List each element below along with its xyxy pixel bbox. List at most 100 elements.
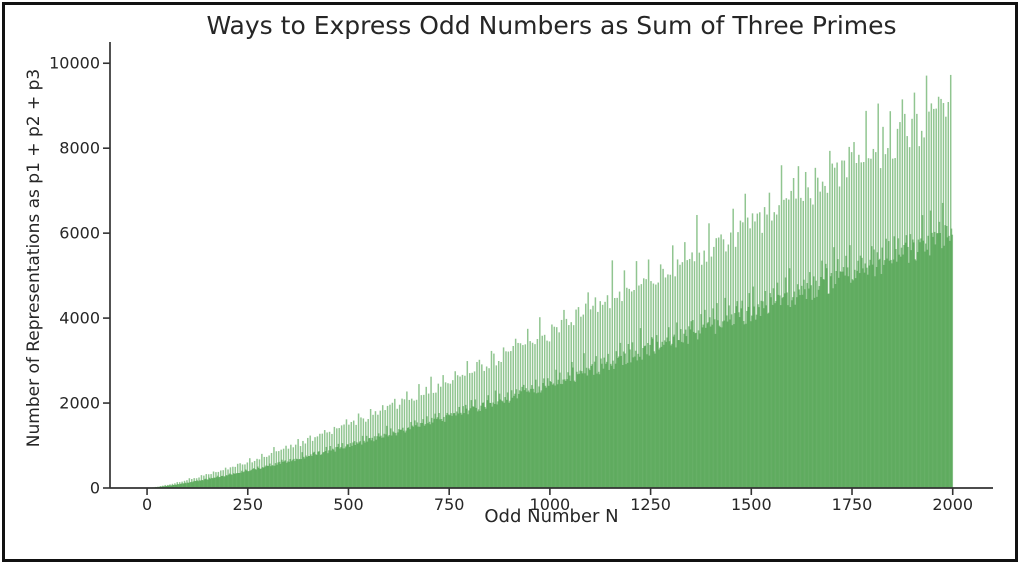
bar <box>759 212 761 488</box>
bar <box>909 234 912 488</box>
bar <box>804 289 806 488</box>
bar <box>697 330 700 488</box>
bar <box>563 309 565 488</box>
bar <box>636 360 639 488</box>
bar <box>376 436 378 488</box>
bar <box>944 225 946 488</box>
bar <box>712 308 714 488</box>
bar <box>613 368 615 488</box>
bar <box>363 440 365 488</box>
bar <box>903 245 905 488</box>
bar <box>895 261 898 488</box>
bar <box>429 424 431 488</box>
bar <box>389 404 391 488</box>
bar <box>303 458 306 488</box>
bar <box>786 292 788 488</box>
bar <box>247 471 249 488</box>
bar <box>570 322 572 488</box>
bar <box>323 451 325 488</box>
bar <box>819 191 821 488</box>
bar <box>912 242 915 488</box>
bar <box>470 400 473 488</box>
bar <box>255 469 257 488</box>
bar <box>760 300 763 488</box>
bar <box>366 441 369 488</box>
bar <box>756 213 759 488</box>
bar <box>660 346 663 488</box>
bar <box>839 271 842 488</box>
bar <box>949 74 952 489</box>
bar <box>430 376 432 488</box>
bar <box>605 361 608 488</box>
bar <box>571 361 573 488</box>
bar <box>238 473 241 488</box>
bar <box>248 471 250 488</box>
bar <box>197 481 199 488</box>
bar <box>166 485 168 488</box>
bar <box>833 247 835 488</box>
bar <box>884 154 887 488</box>
bar <box>892 259 895 488</box>
bar <box>265 456 268 488</box>
bar <box>298 459 300 488</box>
bar <box>928 111 930 489</box>
bar <box>843 160 846 488</box>
bar <box>462 406 465 488</box>
bar <box>883 264 885 488</box>
bar <box>504 397 506 488</box>
bar <box>714 333 717 488</box>
bar <box>797 166 800 489</box>
bar <box>324 451 327 488</box>
bar <box>277 462 279 488</box>
bar <box>643 278 645 488</box>
bar <box>596 373 598 488</box>
bar <box>322 452 324 488</box>
bar <box>720 234 722 488</box>
bar <box>439 386 442 488</box>
bar <box>793 291 796 488</box>
bar <box>607 353 610 488</box>
bar <box>750 315 753 488</box>
bar <box>738 317 741 488</box>
bar <box>267 465 270 488</box>
bar <box>403 399 406 488</box>
bar <box>273 447 275 488</box>
bar <box>320 454 323 488</box>
bar <box>329 446 332 488</box>
bar <box>649 344 651 488</box>
bar <box>340 447 342 488</box>
bar <box>576 371 578 488</box>
bar <box>857 260 859 488</box>
bar <box>561 384 564 488</box>
bar <box>902 254 904 488</box>
bar <box>394 398 396 488</box>
bar <box>655 284 657 488</box>
bar <box>458 406 460 488</box>
bar <box>581 373 584 488</box>
bar <box>270 452 273 488</box>
bar <box>159 486 162 488</box>
bar <box>943 245 945 488</box>
bar <box>315 454 317 488</box>
bar <box>517 342 519 488</box>
bar <box>830 273 833 488</box>
bar <box>876 252 879 488</box>
bar <box>503 402 506 488</box>
bar <box>637 353 639 488</box>
bar <box>412 426 415 488</box>
bar <box>339 448 341 488</box>
bar <box>705 327 707 488</box>
bar <box>516 398 518 488</box>
bar <box>701 327 704 488</box>
bar <box>601 304 604 488</box>
bar <box>924 243 927 488</box>
bar <box>406 391 408 488</box>
bar <box>212 471 215 488</box>
bar <box>543 378 545 488</box>
bar <box>446 412 448 488</box>
bar <box>837 277 840 488</box>
bar <box>734 313 736 488</box>
bar <box>240 470 243 488</box>
bar <box>173 485 175 488</box>
